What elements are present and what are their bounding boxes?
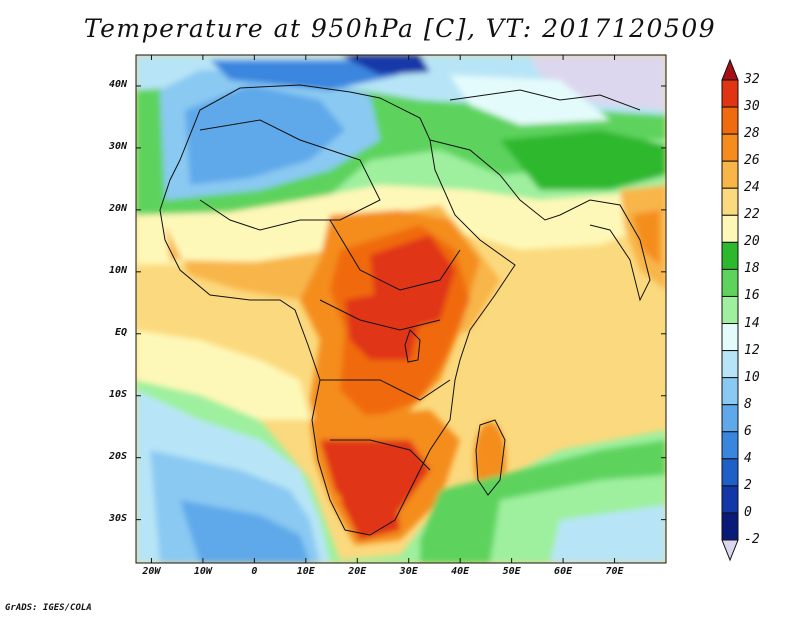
colorbar-label: 22 [744, 207, 760, 223]
grads-credit: GrADS: IGES/COLA [5, 603, 92, 613]
colorbar-swatch [721, 458, 739, 487]
colorbar-label: 2 [744, 477, 752, 493]
colorbar-label: 16 [744, 288, 760, 304]
lon-tick-label: 10E [296, 566, 315, 577]
colorbar [721, 58, 739, 562]
colorbar-swatch [721, 160, 739, 189]
colorbar-swatch [721, 512, 739, 541]
lat-tick-label: 10N [108, 264, 127, 276]
colorbar-swatch [721, 241, 739, 270]
lat-tick-label: 20N [108, 202, 127, 214]
lat-tick-label: 30N [108, 140, 127, 152]
colorbar-swatch [721, 404, 739, 433]
lon-tick-label: 50E [502, 566, 521, 577]
colorbar-label: 14 [744, 315, 760, 331]
lon-tick-marks [150, 55, 616, 563]
colorbar-label: 18 [744, 261, 760, 277]
colorbar-swatch [721, 485, 739, 514]
lon-tick-label: 20E [348, 566, 367, 577]
colorbar-label: 32 [744, 72, 760, 87]
lon-tick-label: 60E [554, 566, 573, 577]
colorbar-label: 8 [744, 396, 752, 412]
map-title: Temperature at 950hPa [C], VT: 201712050… [83, 14, 717, 43]
colorbar-swatch [721, 79, 739, 108]
colorbar-label: 4 [744, 450, 752, 466]
lat-tick-label: 10S [108, 388, 127, 400]
lat-tick-label: EQ [114, 326, 127, 338]
colorbar-bottom-arrow [721, 539, 739, 562]
colorbar-label: 26 [744, 153, 760, 169]
colorbar-label: 12 [744, 342, 760, 358]
colorbar-swatch [721, 187, 739, 216]
lat-tick-marks [136, 85, 666, 521]
lat-tick-label: 40N [108, 78, 127, 90]
lon-tick-label: 30E [399, 566, 418, 577]
colorbar-swatch [721, 431, 739, 460]
colorbar-swatch [721, 377, 739, 406]
lon-tick-label: 0 [251, 566, 258, 577]
colorbar-swatch [721, 268, 739, 297]
colorbar-swatch [721, 295, 739, 325]
colorbar-label: 20 [744, 234, 760, 250]
colorbar-swatch [721, 214, 739, 243]
colorbar-label: 6 [744, 423, 752, 439]
lat-tick-label: 20S [108, 450, 127, 462]
colorbar-swatch [721, 323, 739, 352]
colorbar-label: 0 [744, 504, 752, 520]
temperature-field [136, 55, 666, 563]
lon-tick-label: 40E [451, 566, 470, 577]
lon-tick-label: 10W [193, 566, 212, 577]
colorbar-label: 10 [744, 369, 760, 385]
colorbar-label: -2 [744, 532, 760, 547]
lon-tick-label: 20W [142, 566, 161, 577]
colorbar-swatch [721, 133, 739, 162]
colorbar-top-arrow [721, 58, 739, 81]
lat-tick-label: 30S [108, 512, 127, 524]
colorbar-swatch [721, 106, 739, 135]
colorbar-label: 30 [744, 99, 760, 115]
coastline-outline [159, 84, 651, 536]
colorbar-label: 24 [744, 180, 760, 196]
lon-tick-label: 70E [605, 566, 624, 577]
plot-frame [135, 54, 667, 564]
colorbar-label: 28 [744, 126, 760, 142]
colorbar-swatch [721, 350, 739, 379]
